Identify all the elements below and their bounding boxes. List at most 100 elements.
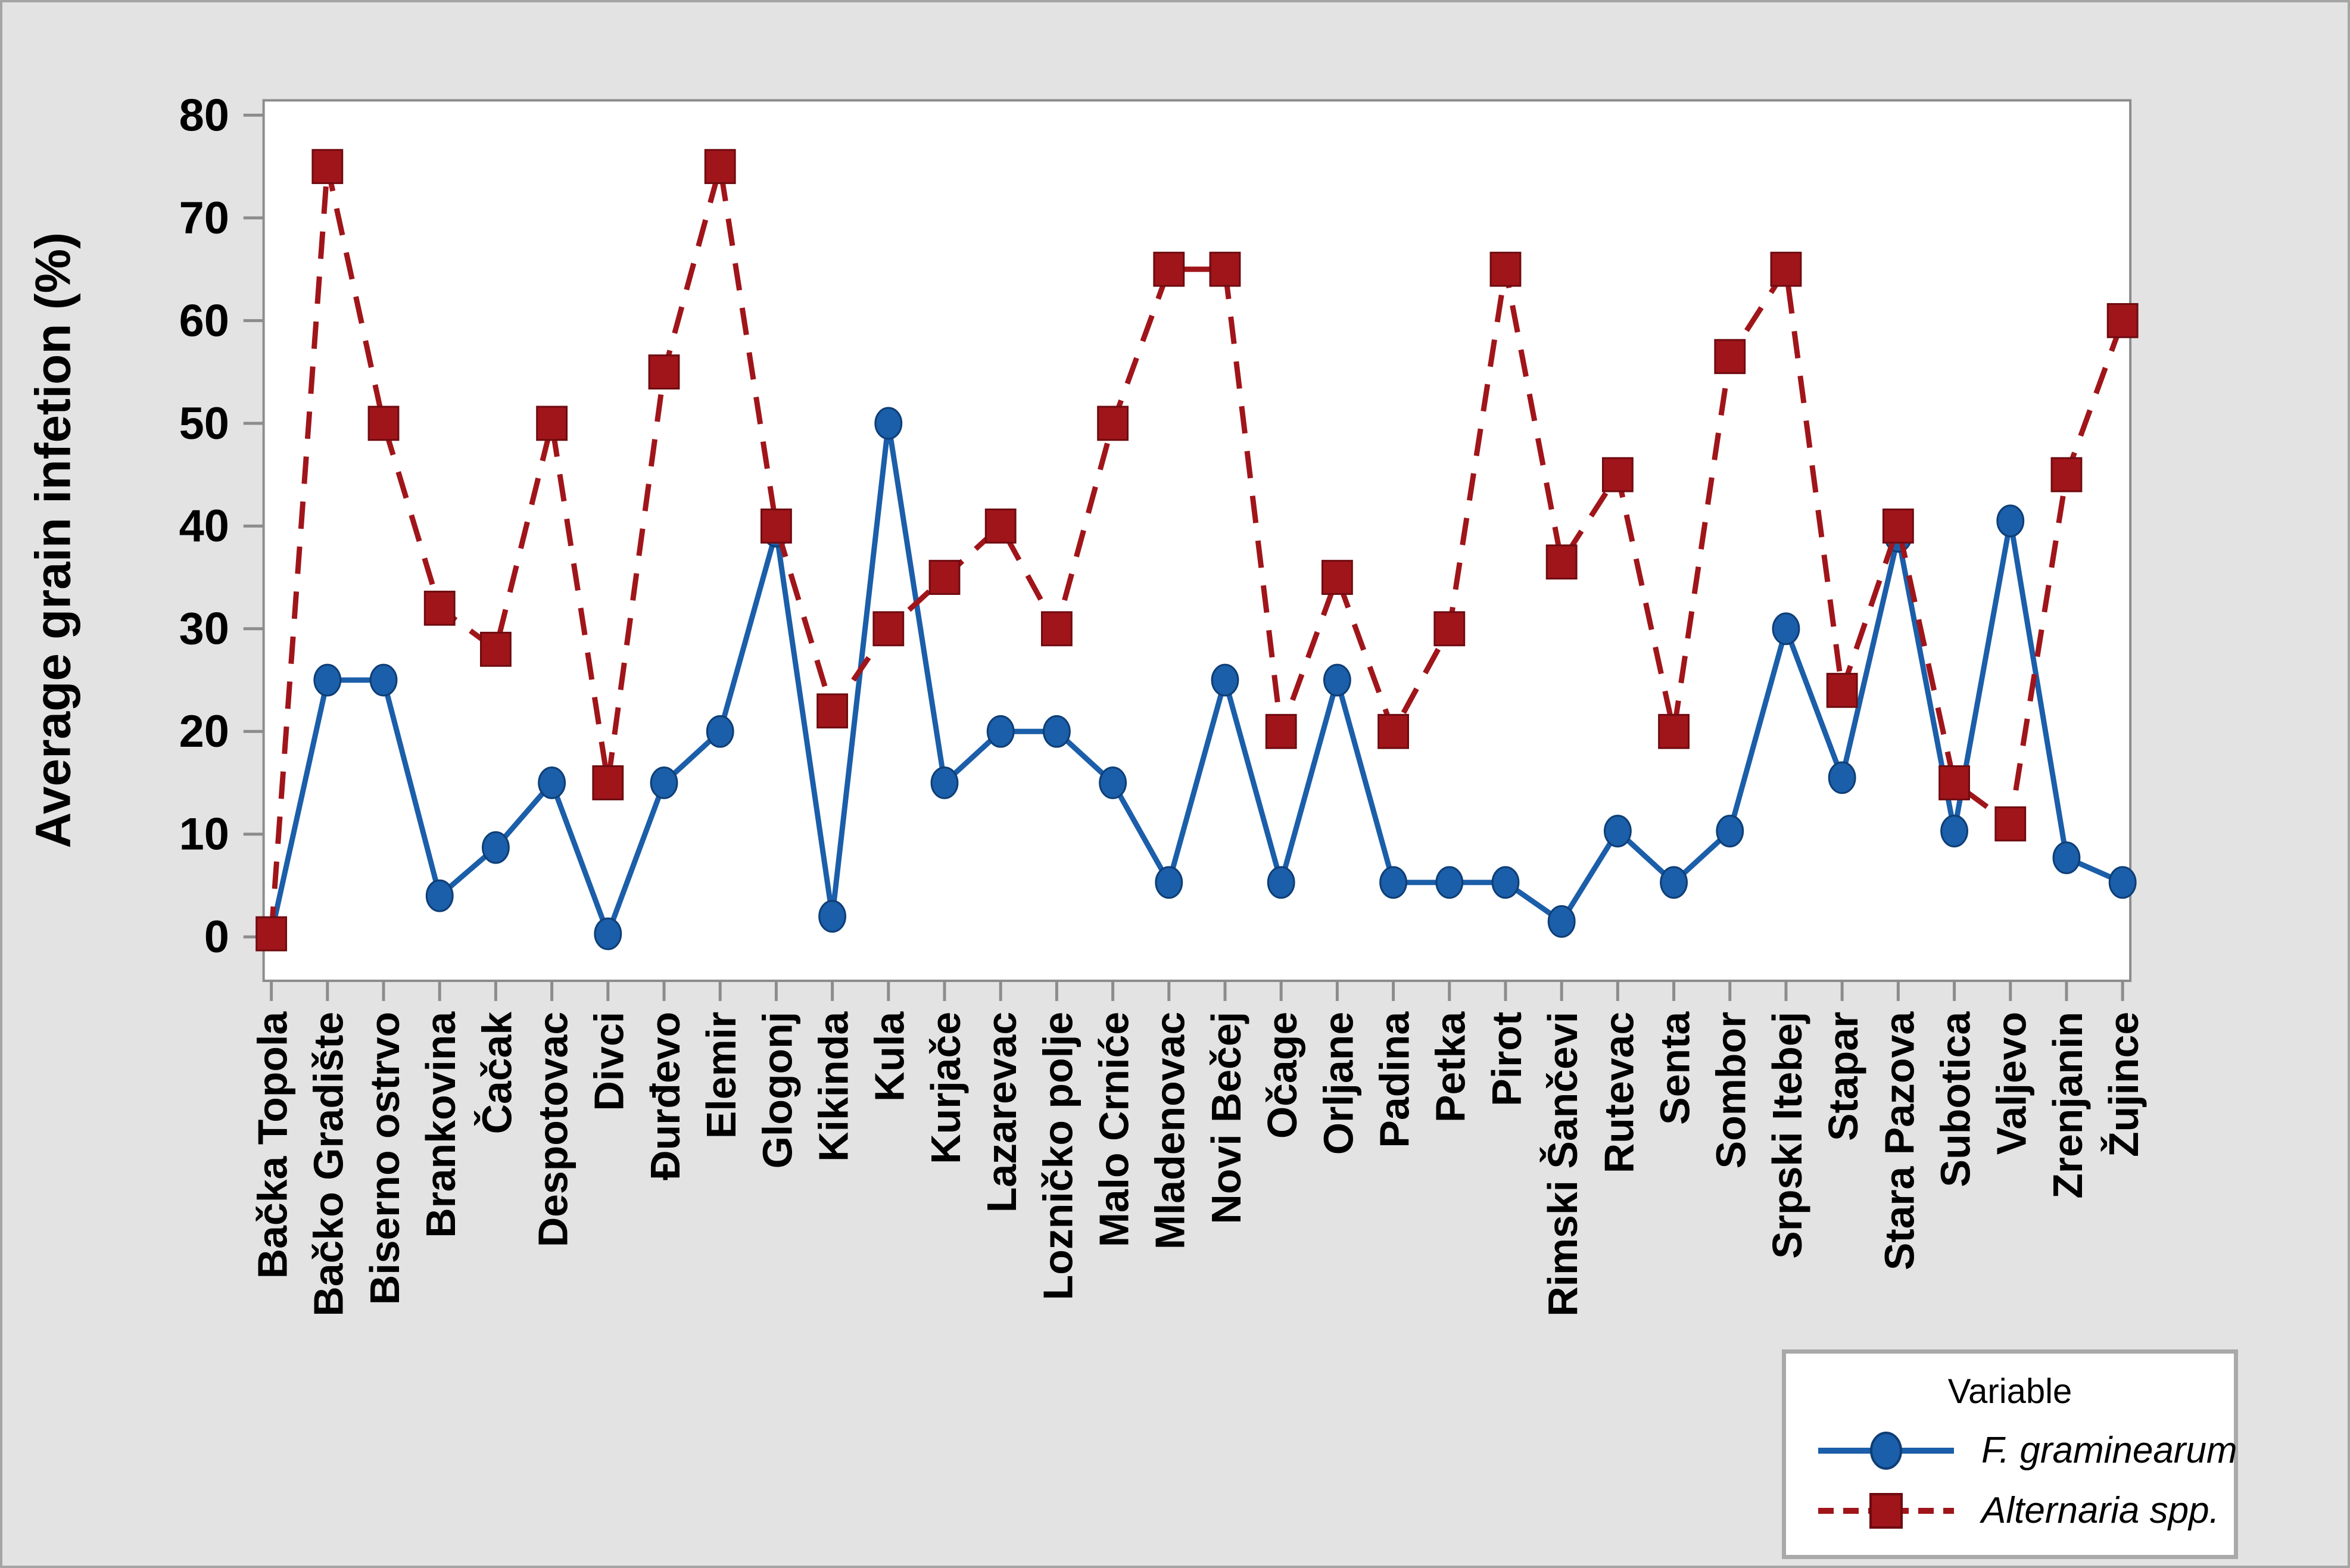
data-point-square	[816, 693, 849, 729]
data-point-circle	[1828, 761, 1856, 794]
data-point-circle	[1267, 866, 1295, 899]
data-point-circle	[1547, 905, 1576, 938]
data-point-square	[984, 508, 1017, 544]
data-point-square	[311, 149, 344, 185]
data-point-square	[2106, 303, 2139, 338]
data-point-square	[1377, 713, 1409, 749]
x-tick-label: Elemir	[698, 1012, 744, 1139]
data-point-circle	[1660, 866, 1688, 899]
x-tick-label: Žujince	[2100, 1012, 2147, 1157]
x-tick-label: Srpski Itebej	[1764, 1012, 1810, 1259]
x-tick-label: Zrenjanin	[2044, 1012, 2091, 1199]
data-point-circle	[1772, 612, 1800, 646]
data-point-square	[1433, 611, 1466, 647]
data-point-square	[1601, 457, 1634, 492]
data-point-circle	[1491, 866, 1520, 899]
data-point-square	[648, 354, 680, 390]
x-tick-label: Glogonj	[754, 1012, 800, 1168]
data-point-square	[479, 631, 512, 667]
legend-label-f-graminearum: F. graminearum	[1981, 1430, 2237, 1471]
legend-swatch-dashed-line-square-icon	[1818, 1492, 1954, 1529]
data-point-circle	[2108, 866, 2137, 899]
data-point-square	[255, 916, 288, 952]
legend-item-f-graminearum: F. graminearum	[1786, 1429, 2237, 1472]
x-tick-label: Đurđevo	[642, 1012, 688, 1180]
y-tick-label: 80	[179, 90, 229, 141]
data-point-circle	[313, 663, 342, 697]
data-point-square	[1321, 560, 1353, 595]
legend-title: Variable	[1947, 1372, 2072, 1411]
data-point-circle	[1211, 663, 1239, 697]
data-point-square	[1658, 713, 1690, 749]
x-tick-label: Lazarevac	[978, 1012, 1025, 1212]
data-point-circle	[1155, 866, 1183, 899]
data-point-square	[928, 560, 961, 595]
data-point-square	[1209, 251, 1241, 287]
data-point-circle	[369, 663, 398, 697]
x-tick-label: Kikinda	[811, 1011, 857, 1162]
data-point-circle	[1042, 715, 1071, 748]
legend: Variable F. graminearum Alternaria spp.	[1782, 1349, 2238, 1559]
plot-area	[262, 99, 2132, 982]
data-point-square	[1545, 544, 1578, 580]
y-tick-label: 20	[179, 706, 229, 757]
y-tick-label: 0	[204, 912, 229, 962]
data-point-circle	[1099, 766, 1127, 799]
x-tick-label: Mladenovac	[1147, 1012, 1193, 1249]
data-point-square	[1265, 713, 1297, 749]
data-point-circle	[1323, 663, 1351, 697]
data-point-square	[1489, 251, 1522, 287]
y-axis-title: Average grain infetion (%)	[25, 232, 81, 848]
y-tick-label: 60	[179, 295, 229, 346]
data-point-square	[423, 590, 456, 626]
y-tick-label: 30	[179, 604, 229, 654]
data-point-circle	[538, 766, 566, 799]
y-tick-label: 40	[179, 501, 229, 551]
data-point-circle	[1996, 504, 2025, 538]
data-point-square	[1826, 672, 1858, 708]
data-point-square	[1097, 406, 1129, 441]
data-point-circle	[2052, 841, 2081, 874]
legend-item-alternaria: Alternaria spp.	[1786, 1489, 2234, 1532]
x-tick-label: Bačka Topola	[250, 1011, 296, 1279]
data-point-circle	[818, 900, 847, 933]
data-point-square	[1714, 339, 1746, 375]
data-point-circle	[1716, 815, 1744, 847]
x-tick-label: Lozničko polje	[1034, 1012, 1081, 1301]
x-tick-label: Subotica	[1932, 1011, 1978, 1187]
data-point-square	[536, 406, 568, 441]
x-tick-label: Despotovac	[530, 1012, 576, 1247]
data-point-square	[1153, 251, 1185, 287]
data-point-circle	[594, 917, 622, 950]
data-point-circle	[650, 766, 678, 799]
series-line-0	[269, 423, 2124, 942]
data-point-circle	[1379, 866, 1408, 899]
x-tick-label: Biserno ostrvo	[361, 1012, 408, 1305]
data-point-square	[367, 406, 400, 441]
data-point-square	[1882, 508, 1914, 544]
x-tick-label: Brankovina	[417, 1011, 464, 1238]
x-tick-label: Rimski Šančevi	[1539, 1012, 1586, 1317]
data-point-circle	[874, 407, 903, 440]
data-point-square	[2050, 457, 2083, 492]
x-tick-label: Bačko Gradište	[306, 1012, 352, 1317]
data-point-square	[760, 508, 792, 544]
y-tick-label: 10	[179, 809, 229, 860]
x-tick-label: Očage	[1259, 1012, 1305, 1139]
data-point-circle	[706, 715, 734, 748]
data-point-square	[1040, 611, 1073, 647]
data-point-circle	[425, 879, 454, 912]
y-tick-label: 70	[179, 193, 229, 244]
x-tick-label: Stara Pazova	[1876, 1011, 1922, 1271]
data-point-circle	[1435, 866, 1464, 899]
data-point-circle	[930, 766, 959, 799]
x-tick-label: Senta	[1651, 1011, 1698, 1125]
data-point-square	[872, 611, 905, 647]
x-tick-label: Orljane	[1315, 1012, 1361, 1155]
x-tick-label: Kurjače	[922, 1012, 969, 1164]
data-point-circle	[481, 831, 510, 864]
x-tick-label: Stapar	[1820, 1012, 1866, 1141]
data-point-square	[592, 765, 624, 800]
legend-label-alternaria: Alternaria spp.	[1981, 1490, 2220, 1531]
data-point-square	[1994, 806, 2027, 841]
